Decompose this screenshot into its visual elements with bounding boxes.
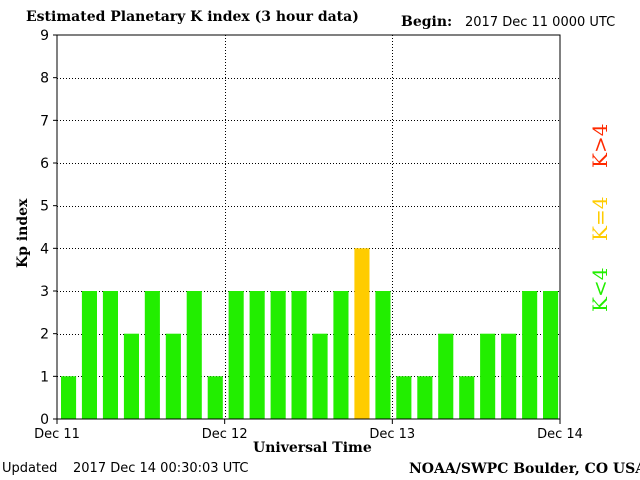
y-tick-label: 2 <box>40 327 49 343</box>
x-tick-label: Dec 12 <box>202 427 248 442</box>
updated-label: Updated <box>2 461 58 476</box>
kp-bar <box>522 291 538 419</box>
x-tick-label: Dec 13 <box>369 427 415 442</box>
kp-bar <box>543 291 559 419</box>
y-tick-label: 9 <box>40 28 49 44</box>
chart-title: Estimated Planetary K index (3 hour data… <box>26 9 359 25</box>
grid-lines <box>57 35 560 419</box>
y-tick-label: 5 <box>40 199 49 215</box>
kp-bar <box>396 376 412 419</box>
kp-bar <box>354 248 370 419</box>
y-axis-label: Kp index <box>15 198 31 268</box>
y-tick-label: 8 <box>40 71 49 87</box>
begin-value: 2017 Dec 11 0000 UTC <box>465 15 616 30</box>
y-tick-label: 1 <box>40 369 49 385</box>
kp-bar <box>228 291 244 419</box>
plot-frame <box>56 34 561 420</box>
kp-bar <box>270 291 286 419</box>
kp-bar <box>249 291 265 419</box>
kp-bar <box>480 333 496 419</box>
y-tick-label: 4 <box>40 241 49 257</box>
kp-bar <box>144 291 160 419</box>
legend-below-4: K<4 <box>588 267 612 312</box>
kp-bar <box>501 333 517 419</box>
source-credit: NOAA/SWPC Boulder, CO USA <box>409 461 640 477</box>
kp-bar <box>186 291 202 419</box>
x-tick-label: Dec 14 <box>537 427 583 442</box>
kp-bar <box>291 291 307 419</box>
legend-above-4: K>4 <box>588 123 612 168</box>
bars-group <box>61 248 559 419</box>
kp-bar <box>459 376 475 419</box>
y-axis-ticks: 0 1 2 3 4 5 6 7 8 9 <box>40 28 57 428</box>
begin-label: Begin: <box>401 14 453 30</box>
kp-bar <box>312 333 328 419</box>
kp-bar <box>375 291 391 419</box>
kp-bar <box>165 333 181 419</box>
kp-bar <box>61 376 77 419</box>
kp-bar <box>438 333 454 419</box>
updated-value: 2017 Dec 14 00:30:03 UTC <box>73 461 249 476</box>
kp-bar <box>81 291 97 419</box>
y-tick-label: 6 <box>40 156 49 172</box>
y-tick-label: 3 <box>40 284 49 300</box>
legend-equal-4: K=4 <box>588 196 612 241</box>
kp-bar <box>123 333 139 419</box>
x-tick-label: Dec 11 <box>34 427 80 442</box>
x-axis-ticks: Dec 11 Dec 12 Dec 13 Dec 14 <box>34 419 583 442</box>
y-tick-label: 7 <box>40 113 49 129</box>
y-tick-label: 0 <box>40 412 49 428</box>
kp-bar <box>102 291 118 419</box>
kp-bar <box>207 376 223 419</box>
x-axis-label: Universal Time <box>253 440 372 456</box>
kp-bar <box>417 376 433 419</box>
kp-bar <box>333 291 349 419</box>
